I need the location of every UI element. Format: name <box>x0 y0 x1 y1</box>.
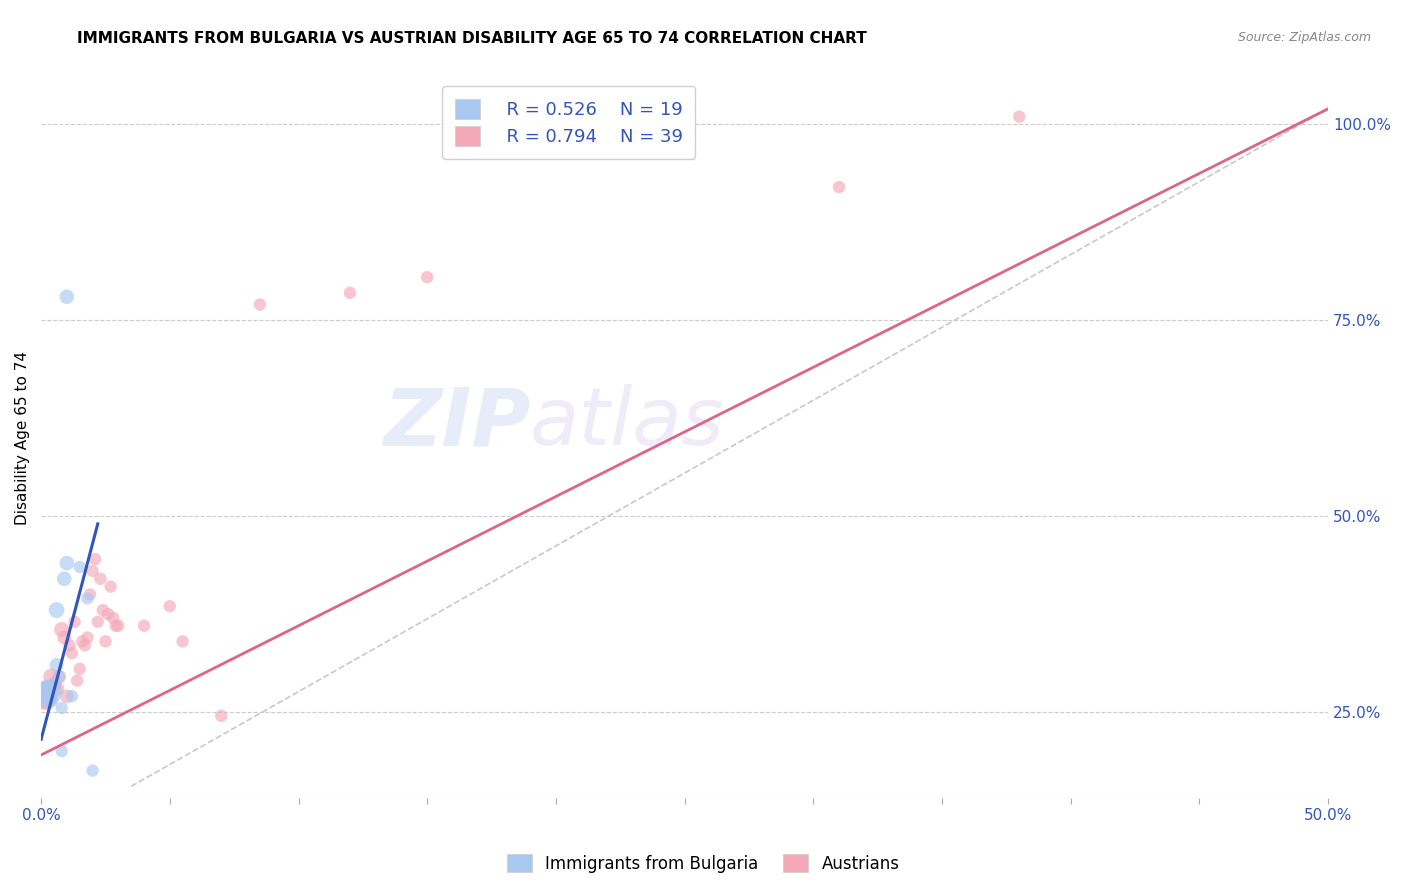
Point <box>82 564 104 578</box>
Point <box>69 662 91 676</box>
Point <box>38 681 60 696</box>
Point <box>132 619 155 633</box>
Point <box>1008 110 1031 124</box>
Point <box>42 677 65 691</box>
Point <box>42 677 65 691</box>
Point <box>89 572 111 586</box>
Point <box>41 693 63 707</box>
Point <box>82 764 104 778</box>
Point <box>60 690 83 704</box>
Point <box>416 270 439 285</box>
Point <box>56 690 79 704</box>
Point <box>45 603 67 617</box>
Point <box>107 619 129 633</box>
Point <box>159 599 181 614</box>
Point <box>48 670 70 684</box>
Point <box>32 690 55 704</box>
Point <box>103 611 125 625</box>
Point <box>828 180 851 194</box>
Legend:   R = 0.526    N = 19,   R = 0.794    N = 39: R = 0.526 N = 19, R = 0.794 N = 39 <box>443 87 696 159</box>
Text: Source: ZipAtlas.com: Source: ZipAtlas.com <box>1237 31 1371 45</box>
Point <box>35 693 58 707</box>
Text: IMMIGRANTS FROM BULGARIA VS AUSTRIAN DISABILITY AGE 65 TO 74 CORRELATION CHART: IMMIGRANTS FROM BULGARIA VS AUSTRIAN DIS… <box>77 31 868 46</box>
Point <box>58 638 80 652</box>
Point <box>38 681 60 696</box>
Point <box>48 670 70 684</box>
Point <box>100 580 122 594</box>
Point <box>87 615 110 629</box>
Point <box>38 685 60 699</box>
Point <box>249 297 271 311</box>
Y-axis label: Disability Age 65 to 74: Disability Age 65 to 74 <box>15 351 30 524</box>
Point <box>60 646 83 660</box>
Point <box>45 681 67 696</box>
Point <box>32 681 55 696</box>
Point <box>76 591 98 606</box>
Legend: Immigrants from Bulgaria, Austrians: Immigrants from Bulgaria, Austrians <box>501 847 905 880</box>
Point <box>51 744 73 758</box>
Point <box>51 701 73 715</box>
Point <box>94 634 117 648</box>
Point <box>41 670 63 684</box>
Point <box>53 572 76 586</box>
Point <box>84 552 107 566</box>
Point <box>76 631 98 645</box>
Point <box>66 673 89 688</box>
Point <box>209 708 232 723</box>
Point <box>172 634 194 648</box>
Point <box>35 685 58 699</box>
Point <box>56 290 79 304</box>
Point <box>339 285 361 300</box>
Text: ZIP: ZIP <box>382 384 530 462</box>
Point <box>56 556 79 570</box>
Point <box>69 560 91 574</box>
Point <box>97 607 120 621</box>
Point <box>72 634 94 648</box>
Point <box>79 587 101 601</box>
Point <box>51 623 73 637</box>
Point <box>35 690 58 704</box>
Point <box>53 631 76 645</box>
Point <box>63 615 86 629</box>
Point <box>91 603 114 617</box>
Point <box>104 619 127 633</box>
Text: atlas: atlas <box>530 384 725 462</box>
Point <box>45 657 67 672</box>
Point <box>73 638 96 652</box>
